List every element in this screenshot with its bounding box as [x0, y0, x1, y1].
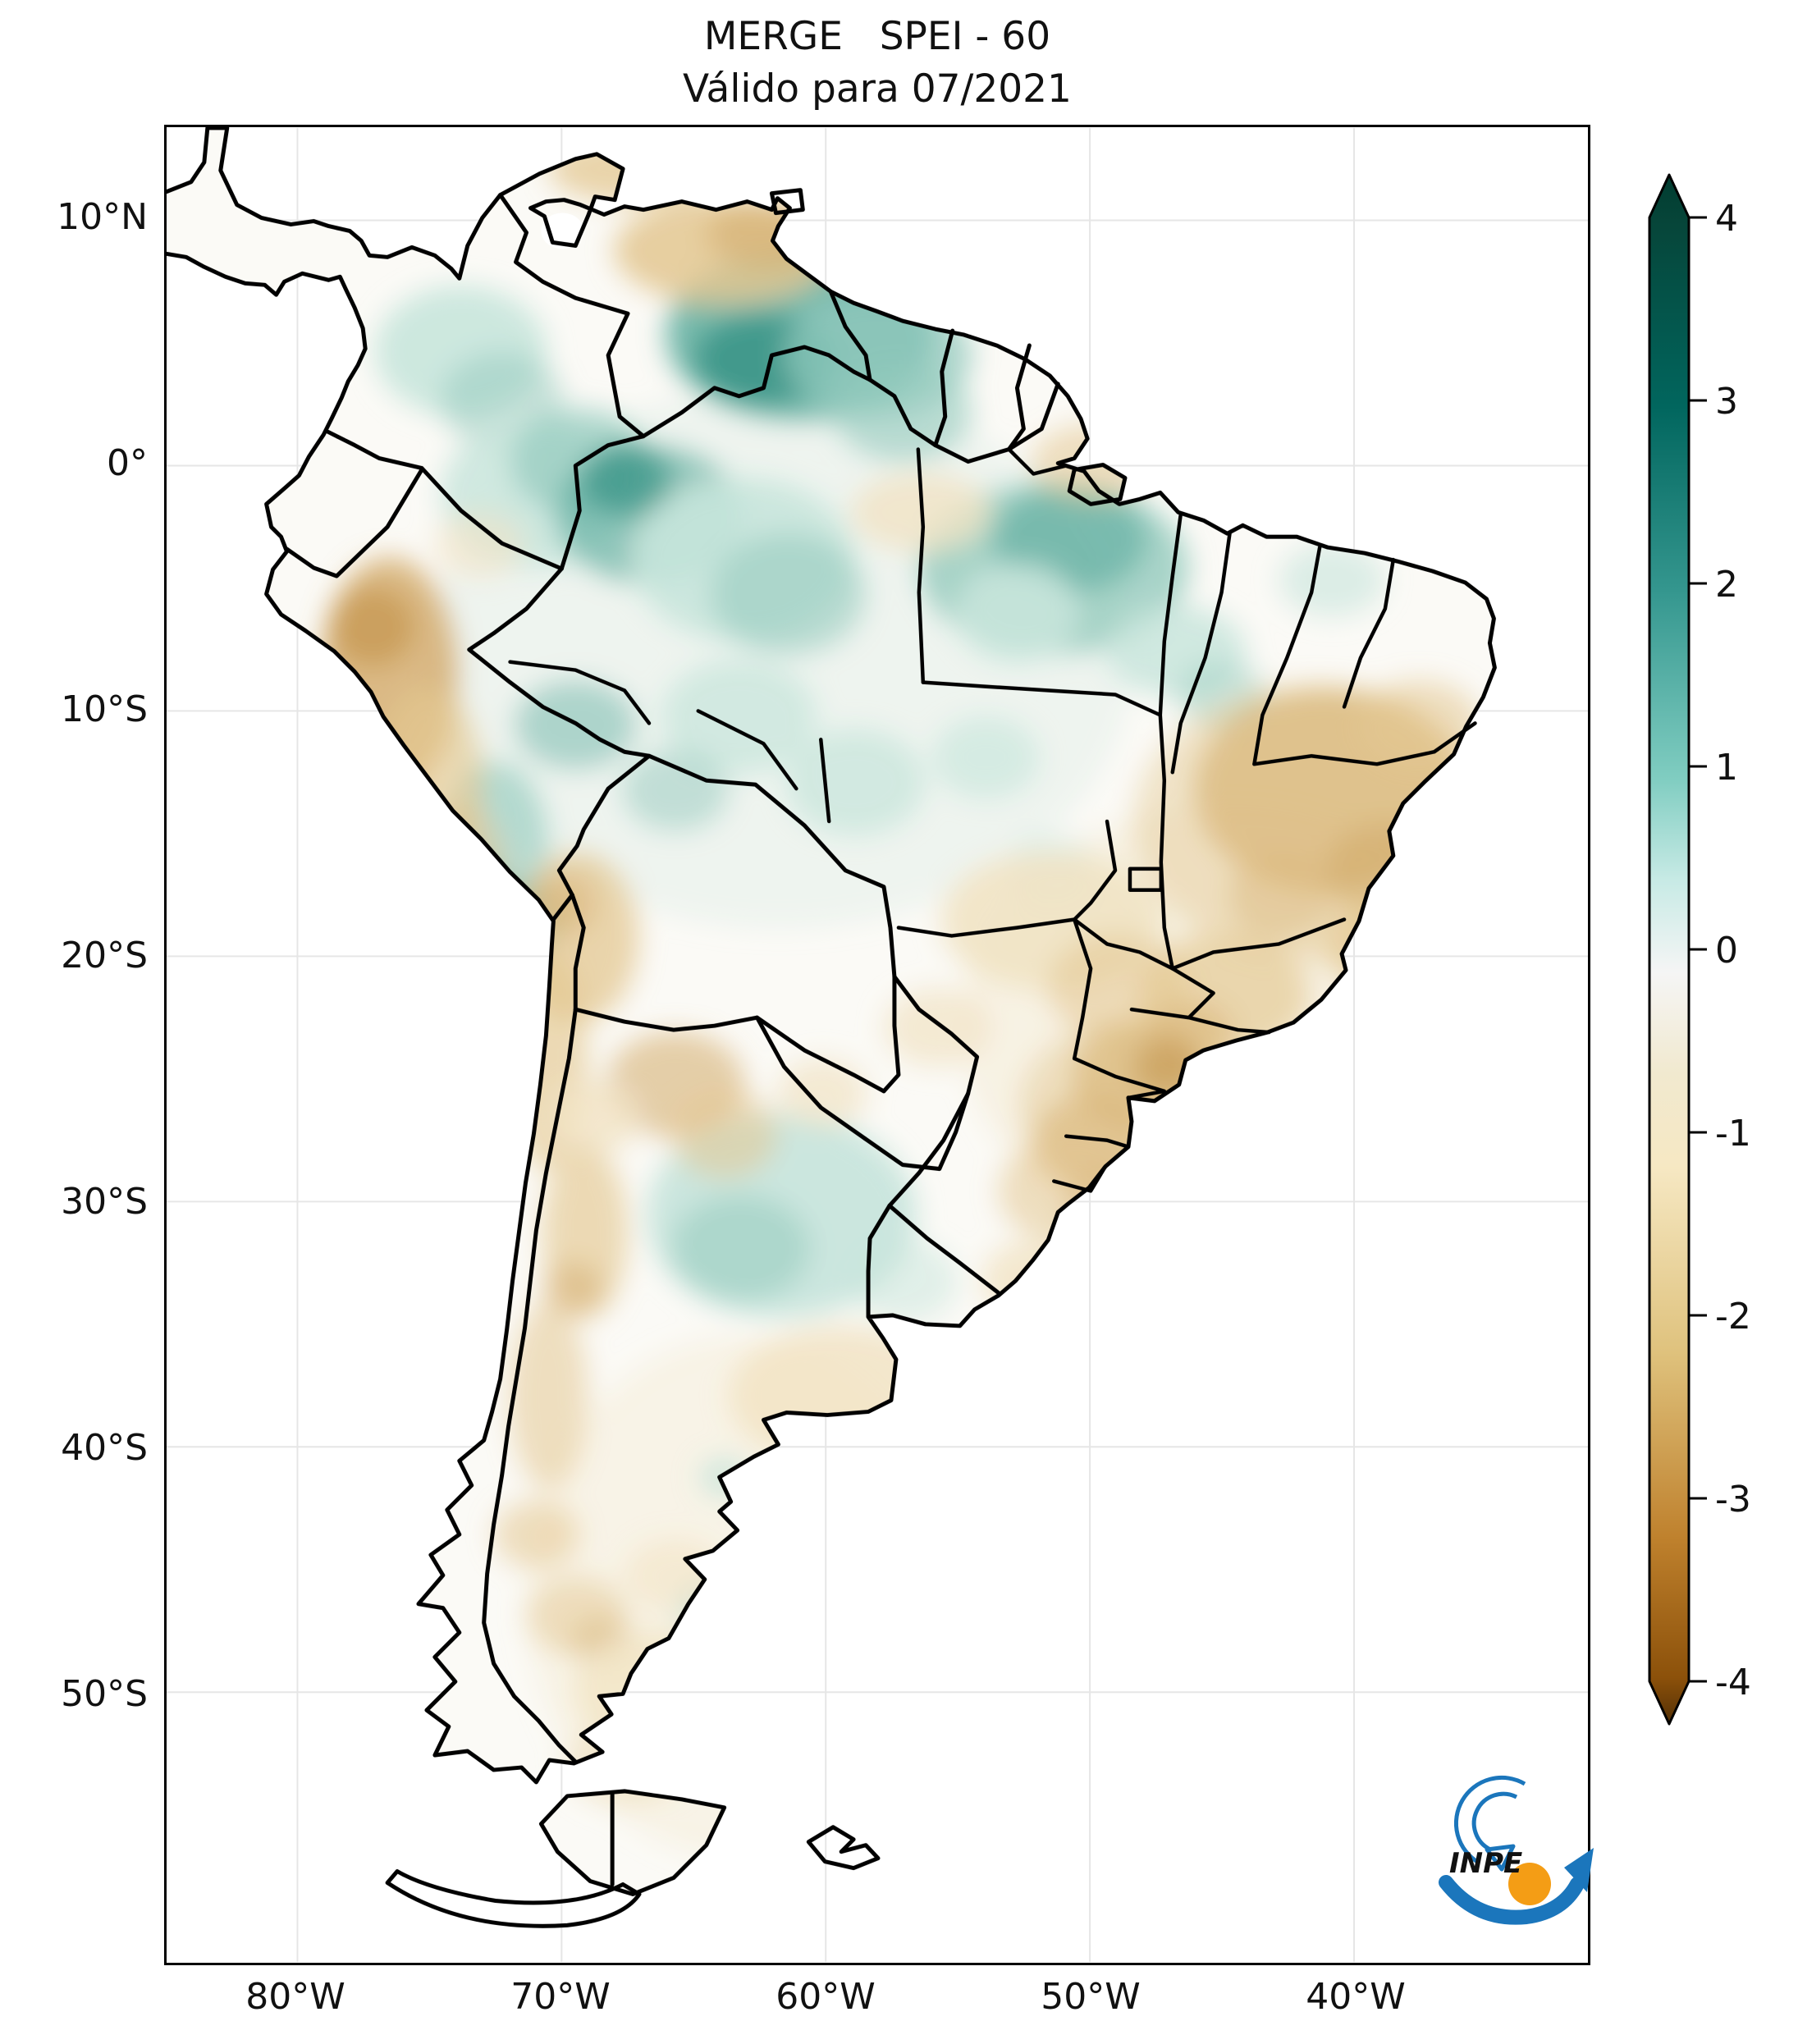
lat-tick-40s: 40°S: [61, 1427, 148, 1469]
cbar-tick-1: 1: [1715, 747, 1738, 789]
cbar-tick-m2: -2: [1715, 1296, 1751, 1338]
logo-swirl-inner: [1471, 1791, 1518, 1852]
logo-swirl-outer: [1453, 1775, 1526, 1865]
figure-title: MERGE SPEI - 60: [703, 14, 1051, 59]
logo-swoosh-arrowhead: [1564, 1848, 1594, 1892]
lat-tick-0: 0°: [107, 442, 148, 484]
cbar-tick-4: 4: [1715, 198, 1738, 240]
cbar-tick-m1: -1: [1715, 1113, 1751, 1155]
lon-tick-40w: 40°W: [1306, 1976, 1406, 2018]
country-borders: [285, 193, 1060, 1886]
map-svg: [167, 127, 1588, 1963]
lon-tick-70w: 70°W: [510, 1976, 611, 2018]
cbar-tick-3: 3: [1715, 381, 1738, 423]
lat-tick-30s: 30°S: [61, 1181, 148, 1223]
cbar-tick-2: 2: [1715, 564, 1738, 606]
map-frame: [164, 125, 1590, 1965]
lat-tick-50s: 50°S: [61, 1673, 148, 1715]
lon-tick-80w: 80°W: [245, 1976, 345, 2018]
inpe-logo: INPE: [1439, 1775, 1594, 1925]
figure-subtitle: Válido para 07/2021: [683, 66, 1072, 112]
logo-swirl-arrowhead: [1485, 1844, 1516, 1872]
spei-raster: [167, 127, 1495, 1895]
colorbar-tickmarks: [1689, 216, 1707, 1683]
state-borders: [508, 447, 1477, 1193]
coastlines: [167, 127, 1497, 1928]
lat-tick-10n: 10°N: [57, 196, 148, 238]
cbar-tick-m3: -3: [1715, 1479, 1751, 1520]
logo-text: INPE: [1449, 1847, 1522, 1880]
cbar-tick-m4: -4: [1715, 1662, 1751, 1703]
logo-swoosh: [1439, 1875, 1585, 1925]
lat-tick-20s: 20°S: [61, 935, 148, 976]
lon-tick-60w: 60°W: [775, 1976, 876, 2018]
colorbar-gradient: [1648, 173, 1690, 1726]
cbar-tick-0: 0: [1715, 930, 1738, 972]
colorbar: [1648, 173, 1707, 1726]
lat-tick-10s: 10°S: [61, 688, 148, 730]
lon-tick-50w: 50°W: [1041, 1976, 1141, 2018]
logo-orange-dot: [1508, 1863, 1551, 1905]
